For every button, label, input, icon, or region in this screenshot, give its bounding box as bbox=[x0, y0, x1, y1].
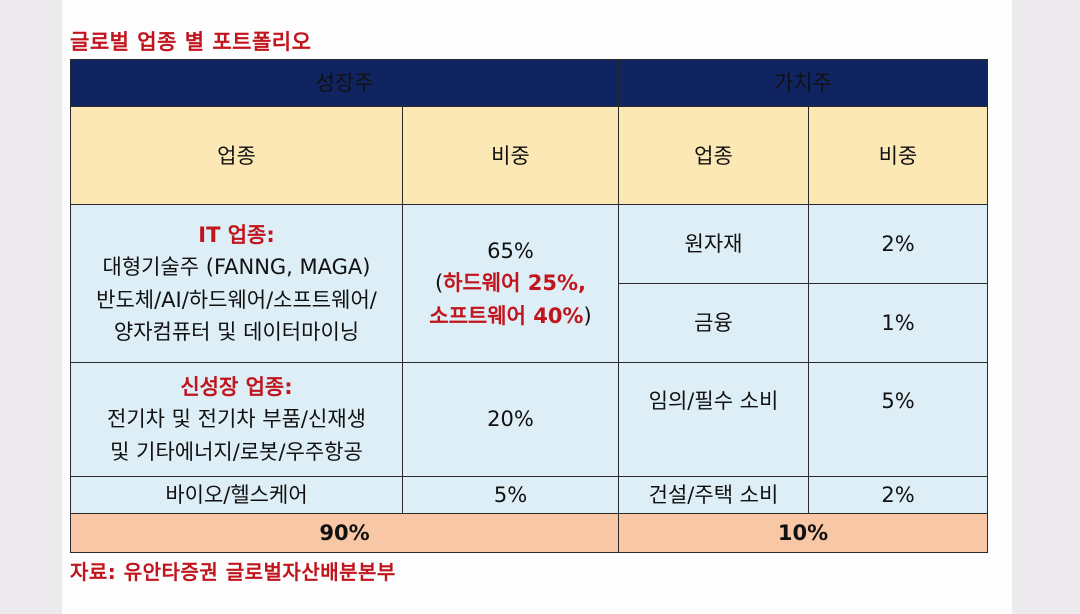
value-sector-cell: 건설/주택 소비 bbox=[618, 476, 809, 514]
page-title: 글로벌 업종 별 포트폴리오 bbox=[70, 30, 312, 54]
it-sector-line: 대형기술주 (FANNG, MAGA) bbox=[102, 255, 371, 280]
growth-header: 성장주 bbox=[70, 58, 619, 108]
it-sector-line: 양자컴퓨터 및 데이터마이닝 bbox=[113, 320, 360, 345]
new-growth-sector-cell: 신성장 업종: 전기차 및 전기차 부품/신재생 및 기타에너지/로봇/우주항공 bbox=[70, 362, 403, 478]
value-sector-cell: 임의/필수 소비 bbox=[618, 362, 809, 478]
it-weight-hardware: 하드웨어 25%, bbox=[443, 271, 587, 296]
total-row: 90% 10% bbox=[70, 512, 988, 554]
it-sector-line: 반도체/AI/하드웨어/소프트웨어/ bbox=[96, 287, 377, 312]
new-growth-heading: 신성장 업종: bbox=[180, 374, 293, 399]
value-sector-header: 업종 bbox=[618, 106, 809, 206]
it-weight-paren-open: ( bbox=[434, 271, 444, 296]
source-note: 자료: 유안타증권 글로벌자산배분본부 bbox=[70, 560, 396, 584]
it-weight: 65% bbox=[487, 238, 534, 263]
it-weight-software: 소프트웨어 40% bbox=[429, 304, 584, 329]
new-growth-weight-cell: 20% bbox=[402, 362, 619, 478]
it-sector-cell: IT 업종: 대형기술주 (FANNG, MAGA) 반도체/AI/하드웨어/소… bbox=[70, 204, 403, 364]
table-row: 신성장 업종: 전기차 및 전기차 부품/신재생 및 기타에너지/로봇/우주항공… bbox=[70, 362, 988, 478]
value-sector-cell: 금융 bbox=[618, 283, 809, 364]
growth-sector-header: 업종 bbox=[70, 106, 403, 206]
growth-weight-header: 비중 bbox=[402, 106, 619, 206]
column-header-row: 업종 비중 업종 비중 bbox=[70, 106, 988, 206]
value-weight-cell: 5% bbox=[808, 362, 988, 478]
value-weight-cell: 2% bbox=[808, 476, 988, 514]
portfolio-table: 성장주 가치주 업종 비중 업종 비중 IT 업종: 대형기술주 (FANNG,… bbox=[70, 58, 988, 554]
new-growth-line: 및 기타에너지/로봇/우주항공 bbox=[110, 439, 363, 464]
it-sector-heading: IT 업종: bbox=[198, 222, 275, 247]
table-row: 금융 1% bbox=[71, 283, 988, 364]
growth-total: 90% bbox=[70, 512, 619, 554]
it-weight-cell: 65% (하드웨어 25%, 소프트웨어 40%) bbox=[402, 204, 619, 364]
value-header: 가치주 bbox=[618, 58, 988, 108]
value-weight-header: 비중 bbox=[808, 106, 988, 206]
style-header-row: 성장주 가치주 bbox=[70, 58, 988, 108]
value-weight-cell: 2% bbox=[808, 204, 988, 285]
value-weight-cell: 1% bbox=[808, 283, 988, 364]
new-growth-line: 전기차 및 전기차 부품/신재생 bbox=[107, 407, 366, 432]
table-row: IT 업종: 대형기술주 (FANNG, MAGA) 반도체/AI/하드웨어/소… bbox=[70, 204, 988, 364]
bio-sector-cell: 바이오/헬스케어 bbox=[70, 476, 403, 514]
bio-weight-cell: 5% bbox=[402, 476, 619, 514]
value-total: 10% bbox=[618, 512, 988, 554]
value-sector-cell: 원자재 bbox=[618, 204, 809, 285]
it-weight-paren-close: ) bbox=[583, 304, 592, 329]
table-row: 바이오/헬스케어 5% 건설/주택 소비 2% bbox=[70, 476, 988, 514]
